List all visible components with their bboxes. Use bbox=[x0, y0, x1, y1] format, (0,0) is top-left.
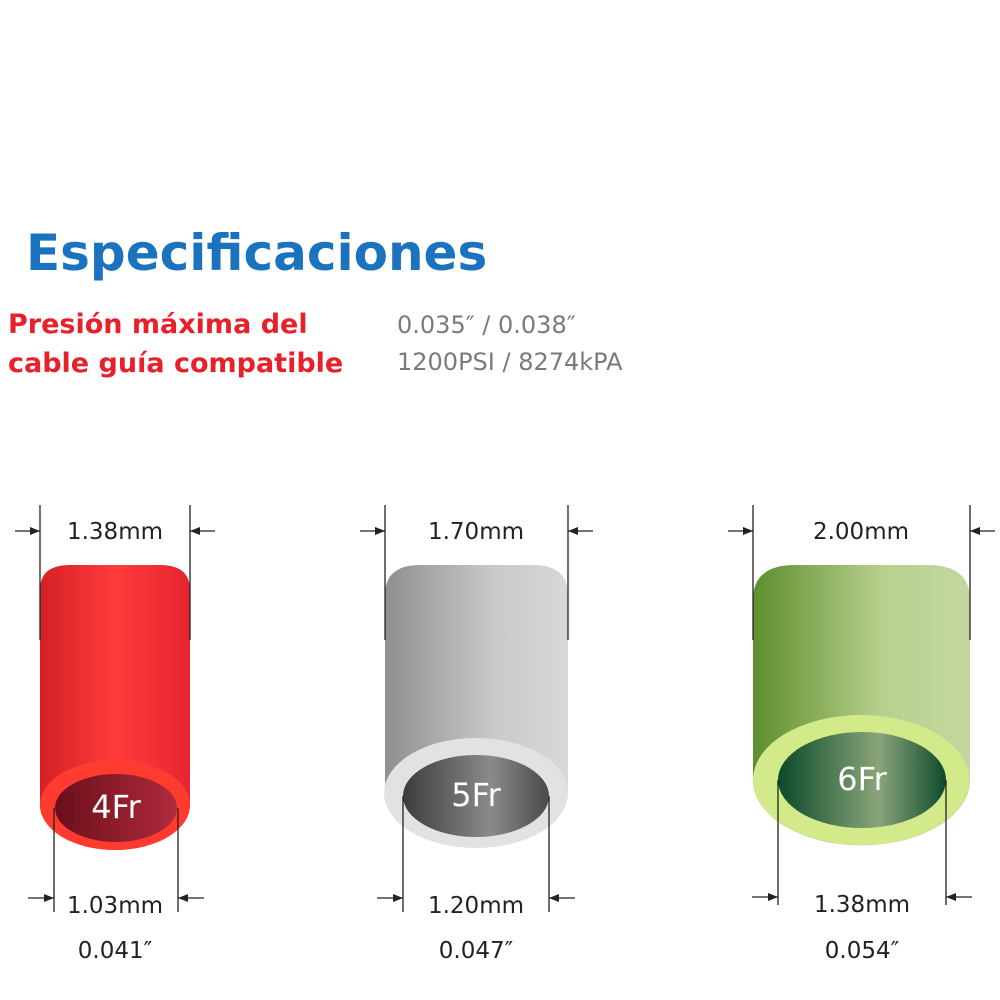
tube: 4Fr 1.38mm 1.03mm 0.041″ bbox=[15, 505, 215, 964]
outer-diameter: 1.38mm bbox=[67, 519, 163, 545]
spec-label: cable guía compatible bbox=[8, 348, 343, 379]
inch-diameter: 0.041″ bbox=[78, 938, 153, 964]
inner-diameter: 1.38mm bbox=[814, 892, 910, 918]
outer-diameter: 2.00mm bbox=[813, 519, 909, 545]
tube-label: 5Fr bbox=[451, 776, 501, 814]
tube-label: 6Fr bbox=[837, 760, 887, 798]
tube: 5Fr 1.70mm 1.20mm 0.047″ bbox=[360, 505, 593, 964]
inch-diameter: 0.047″ bbox=[439, 938, 514, 964]
outer-diameter: 1.70mm bbox=[428, 519, 524, 545]
inch-diameter: 0.054″ bbox=[825, 938, 900, 964]
inner-diameter: 1.20mm bbox=[428, 893, 524, 919]
tube: 6Fr 2.00mm 1.38mm 0.054″ bbox=[728, 505, 995, 964]
inner-diameter: 1.03mm bbox=[67, 893, 163, 919]
tube-label: 4Fr bbox=[91, 788, 141, 826]
spec-value: 0.035″ / 0.038″ bbox=[397, 311, 576, 339]
spec-label: Presión máxima del bbox=[8, 309, 308, 340]
spec-value: 1200PSI / 8274kPA bbox=[397, 348, 623, 376]
title: Especificaciones bbox=[26, 224, 487, 282]
